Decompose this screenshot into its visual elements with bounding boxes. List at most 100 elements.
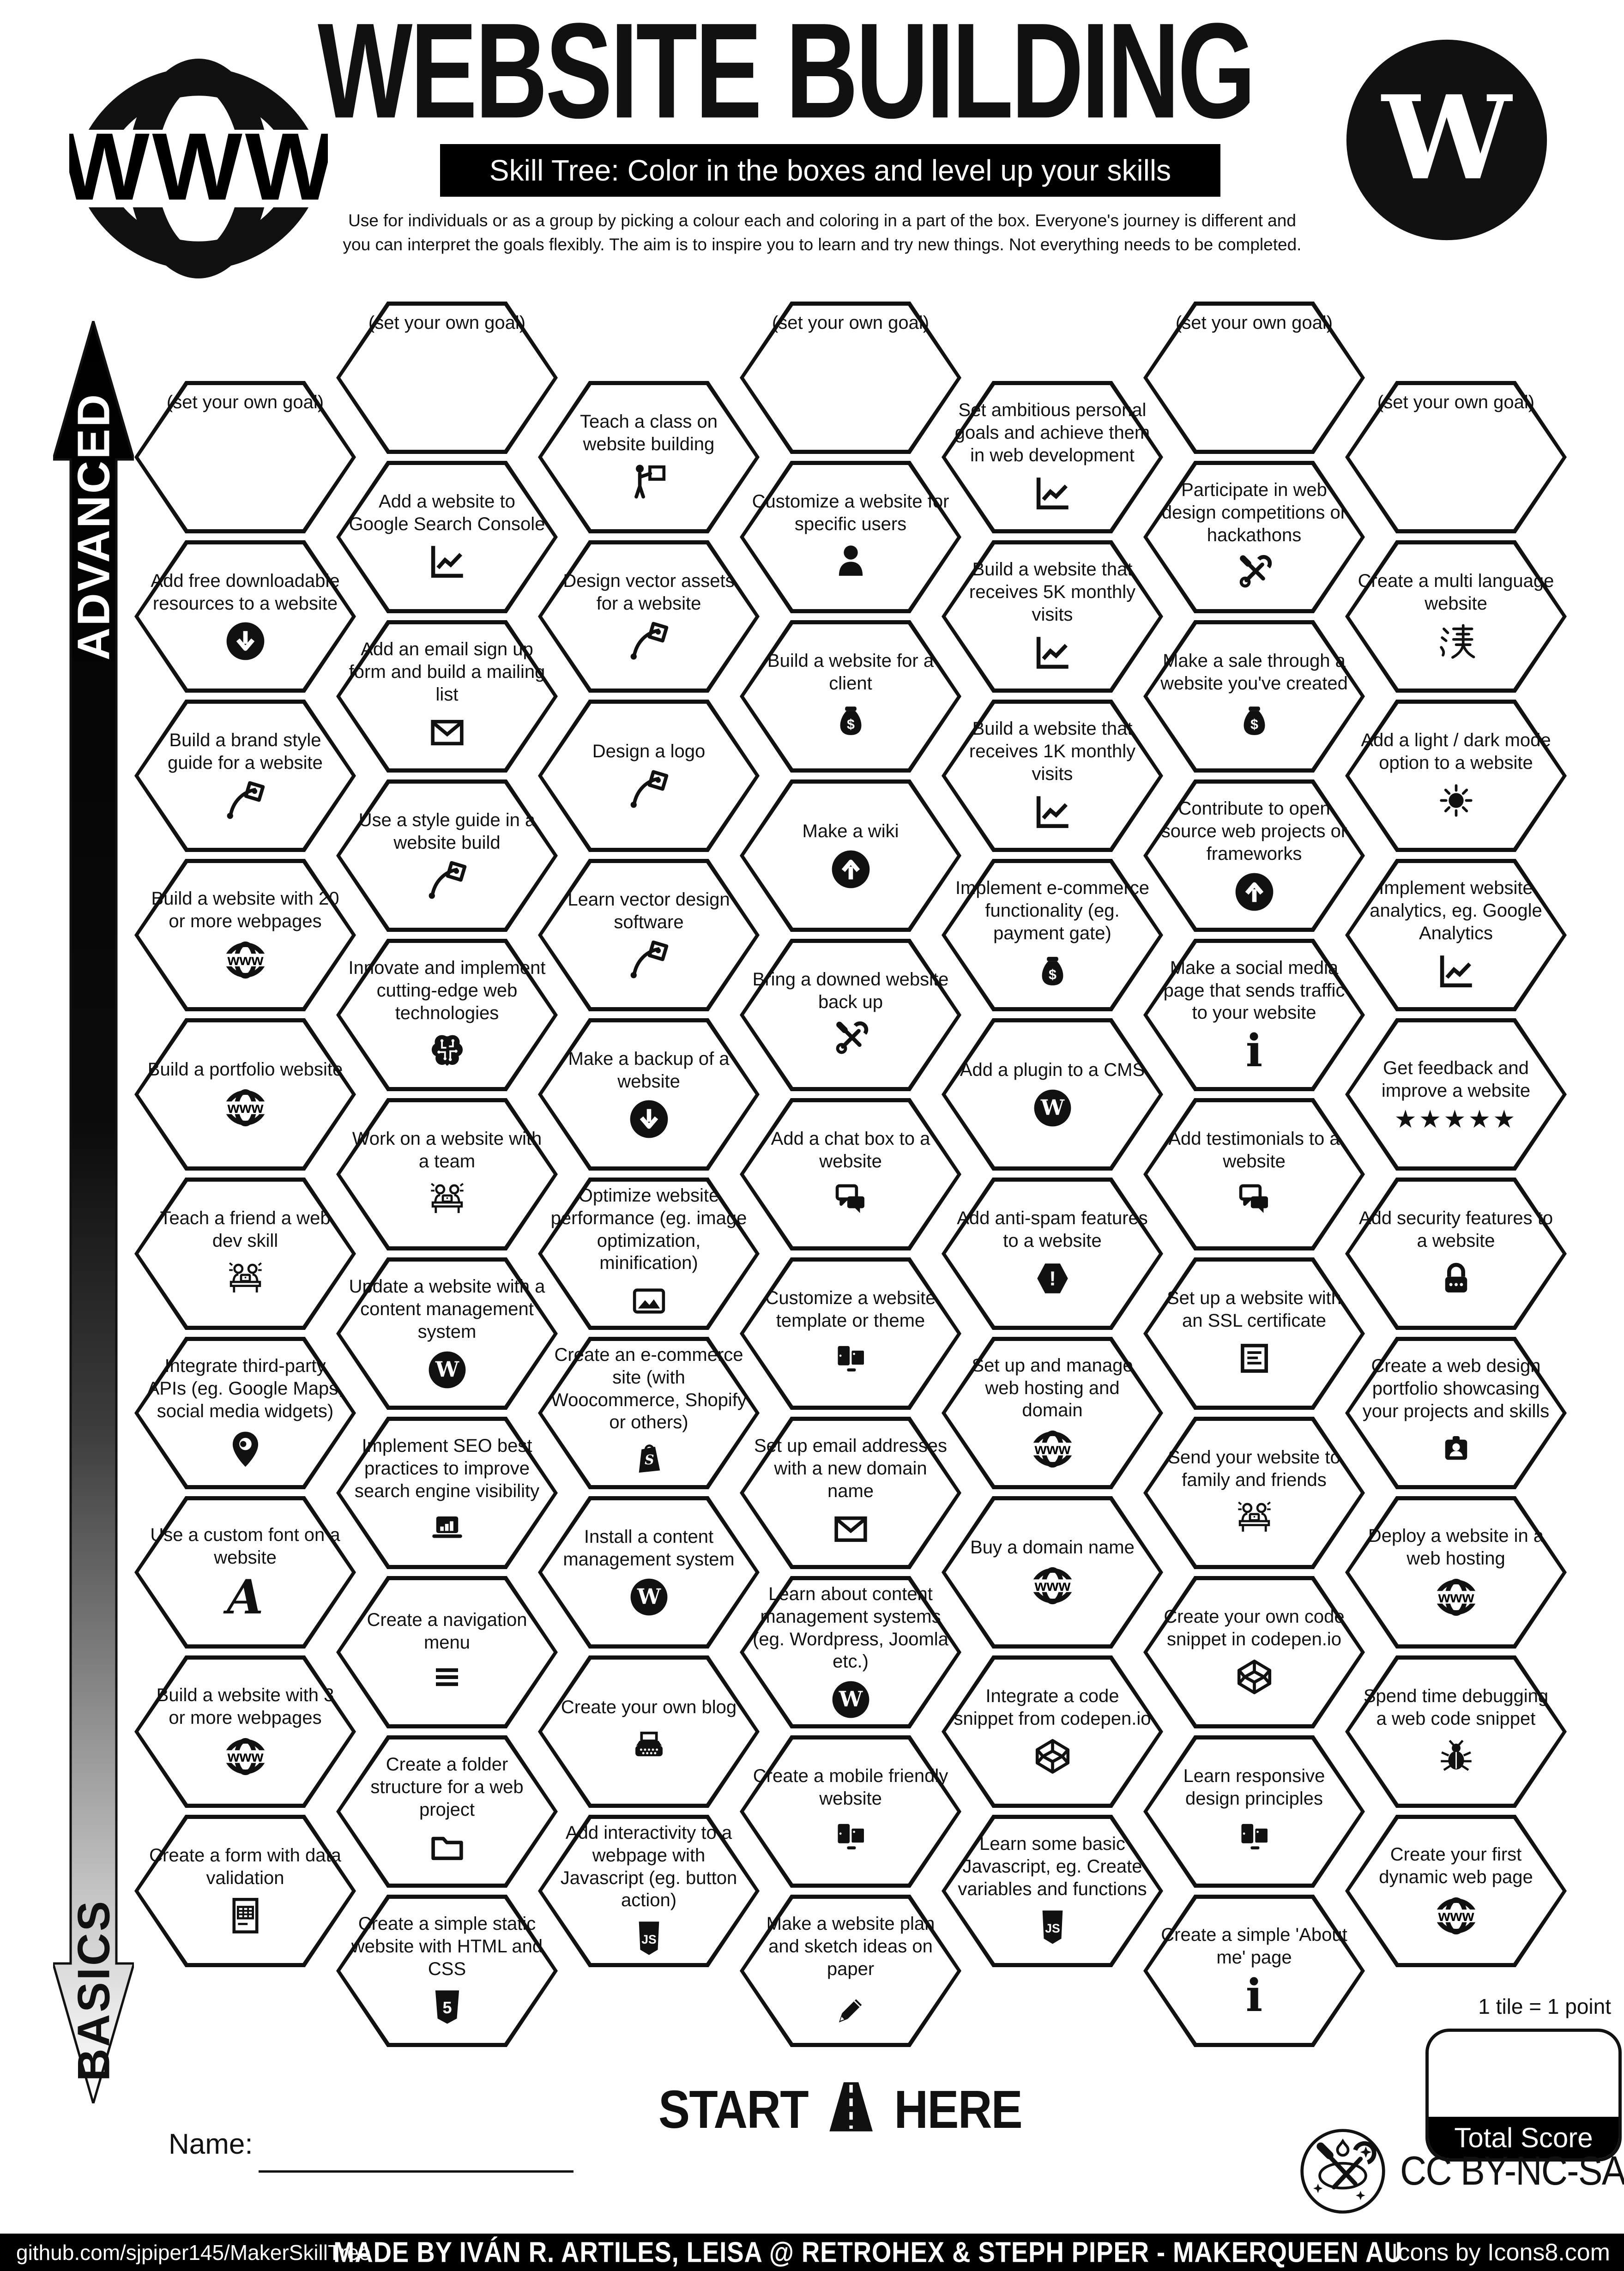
hex-tile[interactable]: Create a web design portfolio showcasing… (1345, 1337, 1567, 1489)
hex-content: Integrate third-party APIs (eg. Google M… (146, 1342, 344, 1484)
id-badge-icon (1434, 1427, 1478, 1471)
hex-tile[interactable]: Learn responsive design principles (1143, 1735, 1365, 1888)
hex-tile[interactable]: Create a simple 'About me' page i (1143, 1895, 1365, 2047)
hex-tile[interactable]: Add an email sign up form and build a ma… (336, 620, 558, 773)
hex-fill (1147, 1739, 1361, 1884)
total-score-band: Total Score (1429, 2117, 1618, 2158)
hex-tile[interactable]: Make a website plan and sketch ideas on … (740, 1895, 961, 2047)
hex-tile[interactable]: Set up a website with an SSL certificate (1143, 1257, 1365, 1410)
hex-tile[interactable]: Learn some basic Javascript, eg. Create … (942, 1815, 1163, 1967)
hex-tile[interactable]: Implement e-commerce functionality (eg. … (942, 859, 1163, 1011)
hex-tile[interactable]: Work on a website with a team (336, 1098, 558, 1250)
hex-tile[interactable]: Deploy a website in a web hosting (1345, 1496, 1567, 1649)
hex-tile-goal[interactable]: (set your own goal) (740, 302, 961, 454)
hex-tile[interactable]: Customize a website for specific users (740, 461, 961, 613)
hex-tile-goal[interactable]: (set your own goal) (1143, 302, 1365, 454)
hex-tile[interactable]: Integrate third-party APIs (eg. Google M… (134, 1337, 356, 1489)
hex-tile[interactable]: Add a website to Google Search Console (336, 461, 558, 613)
envelope-icon (425, 711, 469, 755)
hex-tile[interactable]: Add free downloadable resources to a web… (134, 540, 356, 693)
hex-tile[interactable]: Participate in web design competitions o… (1143, 461, 1365, 613)
hex-tile[interactable]: Build a website that receives 5K monthly… (942, 540, 1163, 693)
hex-fill (1349, 1022, 1563, 1166)
hex-tile[interactable]: Add a chat box to a website (740, 1098, 961, 1250)
hex-tile[interactable]: Set up email addresses with a new domain… (740, 1417, 961, 1569)
hex-tile[interactable]: Send your website to family and friends (1143, 1417, 1365, 1569)
hex-tile[interactable]: Contribute to open source web projects o… (1143, 779, 1365, 932)
hex-content: Add free downloadable resources to a web… (146, 546, 344, 687)
hex-tile[interactable]: Create a multi language website (1345, 540, 1567, 693)
hex-content: (set your own goal) (752, 307, 949, 448)
hex-tile[interactable]: Add interactivity to a webpage with Java… (538, 1815, 760, 1967)
hex-tile[interactable]: Install a content management system (538, 1496, 760, 1649)
hex-tile[interactable]: Create a folder structure for a web proj… (336, 1735, 558, 1888)
hex-tile[interactable]: Add security features to a website (1345, 1178, 1567, 1330)
hex-tile[interactable]: Create a navigation menu (336, 1576, 558, 1728)
hex-tile[interactable]: Optimize website performance (eg. image … (538, 1178, 760, 1330)
hex-tile[interactable]: Spend time debugging a web code snippet (1345, 1655, 1567, 1808)
hex-fill (946, 1341, 1159, 1485)
hex-tile-goal[interactable]: (set your own goal) (1345, 381, 1567, 533)
hex-tile[interactable]: Make a social media page that sends traf… (1143, 939, 1365, 1091)
hex-tile[interactable]: Innovate and implement cutting-edge web … (336, 939, 558, 1091)
wordpress-icon (425, 1348, 469, 1392)
hex-tile[interactable]: Update a website with a content manageme… (336, 1257, 558, 1410)
hex-tile[interactable]: Make a wiki (740, 779, 961, 932)
hex-tile[interactable]: Learn vector design software (538, 859, 760, 1011)
hex-tile[interactable]: Create a mobile friendly website (740, 1735, 961, 1888)
hex-tile[interactable]: Bring a downed website back up (740, 939, 961, 1091)
hex-tile[interactable]: Build a website with 20 or more webpages (134, 859, 356, 1011)
hex-fill (139, 385, 352, 529)
hex-tile[interactable]: Make a backup of a website (538, 1018, 760, 1171)
hex-tile[interactable]: Use a style guide in a website build (336, 779, 558, 932)
hex-tile[interactable]: Build a website that receives 1K monthly… (942, 700, 1163, 852)
hex-label: Design a logo (592, 741, 706, 762)
hex-tile[interactable]: Integrate a code snippet from codepen.io (942, 1655, 1163, 1808)
hex-content: Build a website that receives 5K monthly… (954, 546, 1151, 687)
hex-fill (1147, 1262, 1361, 1406)
map-pin-icon (223, 1427, 267, 1471)
hex-tile[interactable]: Set ambitious personal goals and achieve… (942, 381, 1163, 533)
hex-tile[interactable]: Add anti-spam features to a website (942, 1178, 1163, 1330)
hex-tile[interactable]: Add a light / dark mode option to a webs… (1345, 700, 1567, 852)
hex-tile-goal[interactable]: (set your own goal) (336, 302, 558, 454)
hex-tile[interactable]: Build a website with 3 or more webpages (134, 1655, 356, 1808)
hex-label: (set your own goal) (368, 313, 526, 333)
total-score-box[interactable] (1429, 2032, 1618, 2117)
hex-tile[interactable]: Make a sale through a website you've cre… (1143, 620, 1365, 773)
hex-tile[interactable]: Create an e-commerce site (with Woocomme… (538, 1337, 760, 1489)
hex-tile[interactable]: Implement SEO best practices to improve … (336, 1417, 558, 1569)
html5-badge-icon (425, 1985, 469, 2029)
hex-tile[interactable]: Create a simple static website with HTML… (336, 1895, 558, 2047)
hex-tile[interactable]: Teach a class on website building (538, 381, 760, 533)
hex-tile[interactable]: Design a logo (538, 700, 760, 852)
hex-tile[interactable]: Teach a friend a web dev skill (134, 1178, 356, 1330)
hex-tile-goal[interactable]: (set your own goal) (134, 381, 356, 533)
hex-fill (1349, 544, 1563, 689)
hex-tile[interactable]: Set up and manage web hosting and domain (942, 1337, 1163, 1489)
hex-tile[interactable]: Design vector assets for a website (538, 540, 760, 693)
hex-label: Create your own code snippet in codepen.… (1164, 1606, 1345, 1649)
hex-content: Optimize website performance (eg. image … (550, 1183, 748, 1324)
hex-fill (542, 1500, 755, 1644)
hex-tile[interactable]: Create a form with data validation (134, 1815, 356, 1967)
hex-tile[interactable]: Customize a website template or theme (740, 1257, 961, 1410)
hex-tile[interactable]: Create your first dynamic web page (1345, 1815, 1567, 1967)
hex-tile[interactable]: Build a brand style guide for a website (134, 700, 356, 852)
hex-tile[interactable]: Add a plugin to a CMS (942, 1018, 1163, 1171)
hex-tile[interactable]: Build a website for a client (740, 620, 961, 773)
up-circle-icon (1232, 870, 1276, 914)
hex-tile[interactable]: Get feedback and improve a website ★★★★★ (1345, 1018, 1567, 1171)
hex-tile[interactable]: Create your own code snippet in codepen.… (1143, 1576, 1365, 1728)
hex-content: Add a light / dark mode option to a webs… (1357, 705, 1555, 846)
hex-content: (set your own goal) (348, 307, 546, 448)
hex-tile[interactable]: Learn about content management systems (… (740, 1576, 961, 1728)
hex-tile[interactable]: Use a custom font on a website A (134, 1496, 356, 1649)
hex-tile[interactable]: Buy a domain name (942, 1496, 1163, 1649)
name-input-line[interactable] (259, 2170, 574, 2173)
hex-tile[interactable]: Add testimonials to a website (1143, 1098, 1365, 1250)
hex-tile[interactable]: Implement website analytics, eg. Google … (1345, 859, 1567, 1011)
hex-tile[interactable]: Build a portfolio website (134, 1018, 356, 1171)
hex-tile[interactable]: Create your own blog (538, 1655, 760, 1808)
hex-fill (1349, 1182, 1563, 1326)
